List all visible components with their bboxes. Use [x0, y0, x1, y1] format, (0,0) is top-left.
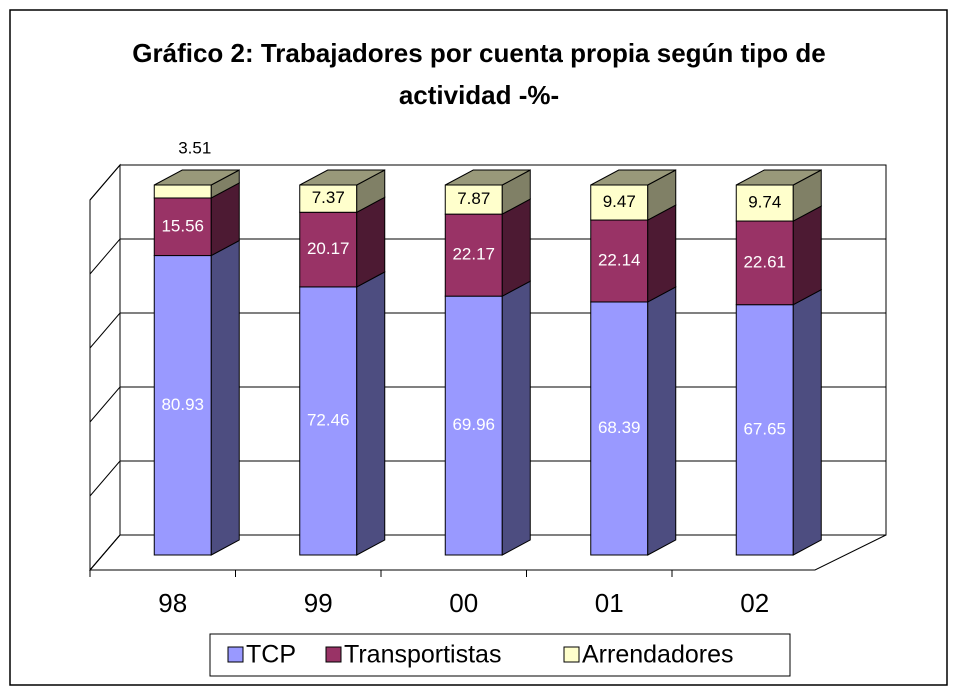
bar-segment [735, 169, 822, 222]
bar-segment [444, 280, 531, 556]
legend-label: Arrendadores [582, 641, 733, 669]
bar-front [153, 197, 212, 257]
data-label: 9.47 [603, 192, 636, 211]
bar-front [444, 184, 503, 215]
bar-front [735, 184, 794, 222]
bar-segment [153, 182, 240, 257]
bar-top [736, 169, 822, 186]
bar-side [647, 286, 677, 556]
bar-top [154, 169, 240, 186]
legend-swatch [325, 646, 342, 663]
bar-front [590, 184, 649, 221]
bar-top [445, 169, 531, 186]
data-label: 67.65 [743, 419, 786, 438]
legend-swatch [563, 646, 580, 663]
data-label: 68.39 [598, 418, 641, 437]
data-label: 22.61 [743, 252, 786, 271]
bar-front [299, 184, 358, 213]
data-label: 22.17 [452, 245, 495, 264]
bar-front [299, 211, 358, 288]
bar-side [210, 239, 240, 556]
bar-side [356, 196, 386, 288]
data-label: 9.74 [748, 193, 781, 212]
legend-swatch [227, 646, 244, 663]
bar-segment [153, 239, 240, 556]
x-tick-label: 01 [595, 588, 624, 618]
bar-segment [299, 196, 386, 288]
bar-segment [590, 169, 677, 221]
bar-front [590, 301, 649, 556]
bar-segment [590, 286, 677, 556]
bar-side [501, 280, 531, 556]
bar-front [444, 213, 503, 297]
x-tick-label: 98 [158, 588, 187, 618]
data-label: 69.96 [452, 415, 495, 434]
data-label: 22.14 [598, 250, 641, 269]
x-tick-label: 99 [304, 588, 333, 618]
x-tick-label: 02 [740, 588, 769, 618]
bar-front [153, 184, 212, 199]
bar-side [647, 204, 677, 303]
bar-side [792, 288, 822, 556]
legend-label: Transportistas [344, 641, 501, 669]
bar-segment [153, 169, 240, 199]
bar-side [501, 198, 531, 297]
data-label: 20.17 [307, 239, 350, 258]
bar-front [590, 219, 649, 303]
bar-segment [299, 169, 386, 214]
data-label: 80.93 [161, 395, 204, 414]
bar-front [444, 295, 503, 556]
grid-line [89, 164, 886, 201]
data-label: 7.37 [312, 188, 345, 207]
bar-segment [444, 198, 531, 297]
data-label: 72.46 [307, 410, 350, 429]
bar-front [735, 304, 794, 556]
bar-front [153, 255, 212, 556]
bar-segment [735, 288, 822, 556]
data-label: 7.87 [457, 189, 490, 208]
bar-top [590, 169, 676, 186]
bar-segment [444, 169, 531, 215]
bar-top [299, 169, 385, 186]
bar-segment [299, 271, 386, 556]
chart-title: Gráfico 2: Trabajadores por cuenta propi… [132, 38, 826, 110]
bar-side [356, 271, 386, 556]
x-tick-label: 00 [449, 588, 478, 618]
data-label: 3.51 [178, 138, 211, 157]
legend-box [209, 633, 791, 677]
legend-label: TCP [246, 641, 296, 669]
data-label: 15.56 [161, 216, 204, 235]
bar-side [792, 205, 822, 306]
